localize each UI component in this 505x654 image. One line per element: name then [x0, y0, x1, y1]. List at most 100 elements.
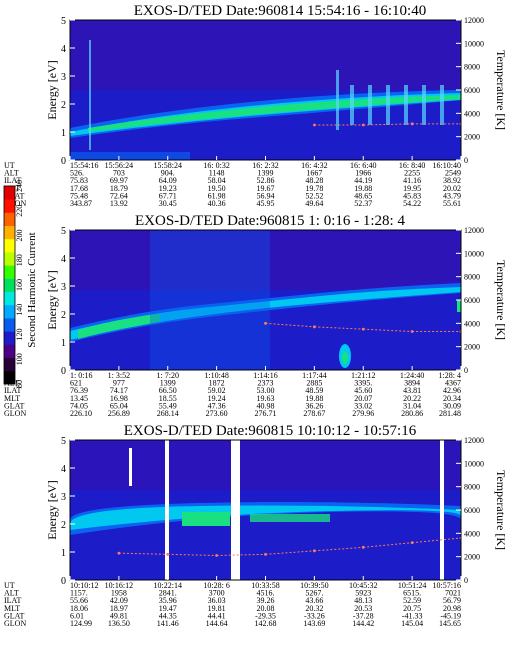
table-cell: 44.19	[354, 176, 372, 185]
y2tick-label: 0	[464, 576, 468, 585]
table-cell: 20.07	[354, 394, 372, 403]
table-cell: 41.16	[403, 176, 421, 185]
colorbar-swatch	[4, 318, 15, 332]
table-cell: 278.67	[303, 409, 325, 418]
temperature-line	[363, 328, 413, 332]
table-cell: 44.41	[208, 611, 226, 620]
table-cell: -33.26	[304, 611, 325, 620]
table-cell: 10:16:12	[105, 581, 133, 590]
panel-2-ephemeris-table: UT 1: 0:16 1: 3:52 1: 7:20 1:10:48 1:14:16 1:1…	[4, 371, 461, 418]
table-row-label: GLON	[4, 619, 26, 628]
table-cell: 2373	[258, 379, 274, 388]
table-cell: 20.22	[403, 394, 421, 403]
table-cell: 48.28	[305, 176, 323, 185]
y2tick-label: 6000	[464, 296, 480, 305]
table-cell: 1:21:12	[351, 371, 375, 380]
table-cell: 6.01	[70, 611, 84, 620]
table-cell: 55.61	[443, 199, 461, 208]
y2tick-label: 10000	[464, 39, 484, 48]
table-cell: 142.68	[255, 619, 277, 628]
table-cell: 136.50	[108, 619, 130, 628]
ytick-label: 5	[61, 226, 66, 237]
panel-3-data-gaps	[165, 440, 444, 580]
table-cell: 6515.	[403, 589, 421, 598]
table-row-label: MLT	[4, 394, 20, 403]
panel-2-spectrogram	[70, 230, 461, 370]
panel-2-yticks: 0 1 2 3 4 5	[61, 226, 75, 377]
y2tick-label: 4000	[464, 109, 480, 118]
table-cell: 55.66	[70, 596, 88, 605]
panel-3-spectrogram	[70, 440, 461, 580]
temperature-point	[166, 552, 170, 556]
colorbar-tick-label: 220	[15, 205, 24, 217]
temperature-line	[265, 550, 315, 555]
ytick-label: 3	[61, 282, 66, 293]
colorbar-swatch	[4, 238, 15, 253]
table-cell: 273.60	[206, 409, 228, 418]
table-cell: 45.83	[403, 191, 421, 200]
table-cell: -37.28	[353, 611, 374, 620]
table-cell: 47.36	[208, 401, 226, 410]
table-cell: 56.94	[257, 191, 275, 200]
y2tick-label: 8000	[464, 483, 480, 492]
table-cell: 20.32	[305, 604, 323, 613]
table-cell: 19.24	[208, 394, 226, 403]
ytick-label: 3	[61, 72, 66, 83]
colorbar-tick-label: 140	[15, 304, 24, 316]
table-cell: 3700	[209, 589, 225, 598]
table-cell: 526.	[70, 169, 84, 178]
table-cell: 904.	[161, 169, 175, 178]
panel-2-title: EXOS-D/TED Date:960815 1: 0:16 - 1:28: 4	[135, 213, 405, 229]
table-cell: 66.50	[159, 386, 177, 395]
panel-1-spectrogram	[70, 20, 461, 160]
table-cell: 13.92	[110, 199, 128, 208]
table-cell: 1399	[258, 169, 274, 178]
ytick-label: 0	[61, 576, 66, 587]
panel-1-xticks	[69, 156, 462, 160]
table-cell: 10:57:16	[433, 581, 461, 590]
table-cell: 10:10:12	[70, 581, 98, 590]
table-cell: 18.79	[110, 184, 128, 193]
table-cell: 16: 0:32	[203, 161, 229, 170]
table-cell: 124.99	[70, 619, 92, 628]
temperature-line	[265, 322, 315, 328]
table-cell: 18.55	[159, 394, 177, 403]
y2tick-label: 4000	[464, 319, 480, 328]
panel-2-xticks	[69, 366, 462, 370]
panel-1-title: EXOS-D/TED Date:960814 15:54:16 - 16:10:…	[134, 3, 426, 19]
ytick-label: 1	[61, 128, 66, 139]
table-cell: 5923	[355, 589, 371, 598]
table-cell: 3894	[404, 379, 420, 388]
temperature-line	[167, 553, 217, 556]
table-cell: 36.03	[208, 596, 226, 605]
table-cell: 20.34	[443, 394, 461, 403]
table-cell: 31.04	[403, 401, 421, 410]
panel-1-energy-spikes	[89, 40, 444, 150]
table-cell: 49.64	[305, 199, 323, 208]
table-cell: 52.86	[257, 176, 275, 185]
ytick-label: 3	[61, 492, 66, 503]
table-cell: 1:17:44	[302, 371, 326, 380]
table-cell: 43.81	[403, 386, 421, 395]
panel-3-y2label: Temperature [K]	[494, 470, 505, 550]
table-cell: 42.09	[110, 596, 128, 605]
table-cell: 19.88	[305, 394, 323, 403]
table-cell: 61.98	[208, 191, 226, 200]
y2tick-label: 10000	[464, 459, 484, 468]
colorbar: 240 220 200 180 160 140 120 100 80 Second Harmon…	[3, 180, 38, 388]
colorbar-swatches	[4, 186, 15, 385]
ytick-label: 4	[61, 44, 66, 55]
colorbar-swatch	[4, 370, 15, 385]
temperature-line	[314, 546, 364, 552]
panel-2-temperature-series	[264, 321, 461, 333]
panel-3-y2ticks: 0 2000 4000 6000 8000 10000 12000	[456, 436, 484, 585]
table-cell: 38.92	[443, 176, 461, 185]
colorbar-swatch	[4, 344, 15, 358]
ytick-label: 0	[61, 156, 66, 167]
table-cell: 40.98	[257, 401, 275, 410]
colorbar-tick-label: 200	[15, 230, 24, 242]
table-cell: 16: 2:32	[252, 161, 278, 170]
table-cell: 52.37	[354, 199, 372, 208]
y2tick-label: 4000	[464, 529, 480, 538]
